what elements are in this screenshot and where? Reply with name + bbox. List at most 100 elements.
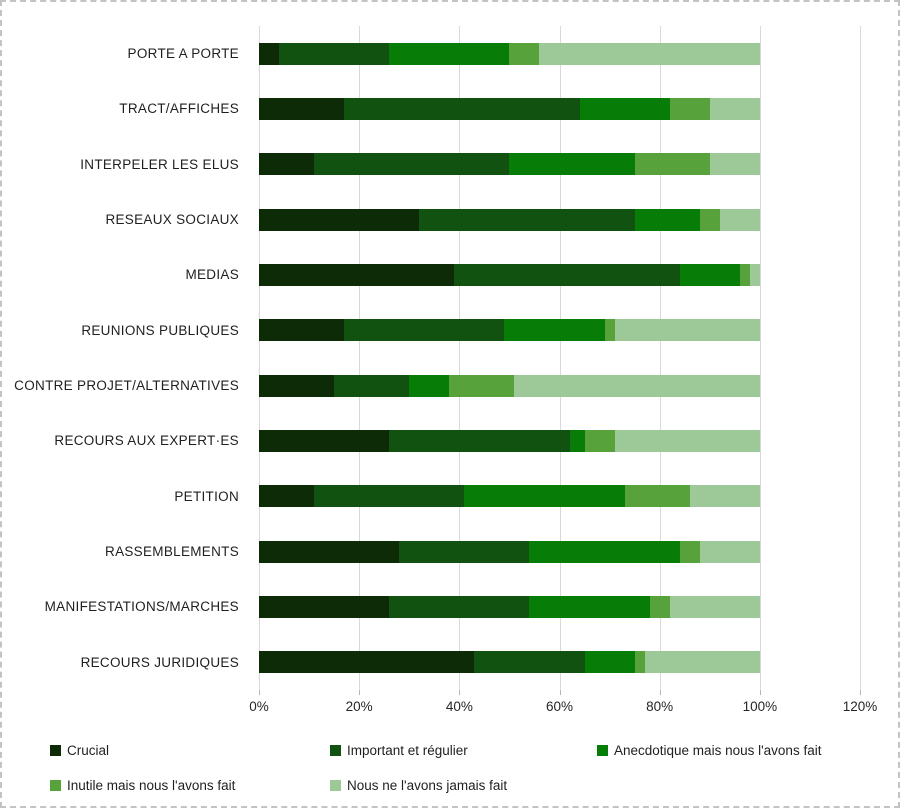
bar-segment [634, 651, 645, 674]
legend-swatch-icon [330, 780, 341, 791]
category-label: PORTE A PORTE [127, 46, 239, 62]
bar-segment [279, 42, 390, 65]
stacked-bar [259, 319, 860, 342]
bar-segment [259, 97, 345, 120]
bar-segment [569, 429, 585, 452]
bar-segment [259, 485, 315, 508]
gridline [459, 26, 461, 690]
category-label: MANIFESTATIONS/MARCHES [44, 599, 239, 615]
bar-segment [409, 374, 450, 397]
bar-segment [449, 374, 515, 397]
x-axis-tick-label: 120% [842, 699, 878, 714]
legend-item: Inutile mais nous l'avons fait [50, 778, 235, 793]
legend-label: Nous ne l'avons jamais fait [347, 778, 508, 793]
bar-row [259, 413, 860, 468]
bar-rows [259, 26, 860, 690]
category-axis: PORTE A PORTE TRACT/AFFICHES INTERPELER LE… [2, 26, 249, 690]
bar-segment [259, 540, 400, 563]
legend-item: Important et régulier [330, 743, 468, 758]
bar-segment [389, 595, 530, 618]
gridline [259, 26, 260, 690]
bar-segment [314, 153, 510, 176]
bar-segment [614, 319, 760, 342]
category-label: RECOURS AUX EXPERT·ES [54, 433, 239, 449]
bar-segment [419, 208, 635, 231]
bar-segment [529, 595, 650, 618]
legend-item: Nous ne l'avons jamais fait [330, 778, 507, 793]
gridline [659, 26, 661, 690]
bar-segment [539, 42, 760, 65]
legend-swatch-icon [50, 780, 61, 791]
legend-label: Important et régulier [347, 743, 468, 758]
legend-swatch-icon [330, 745, 341, 756]
x-axis-tick-label: 40% [445, 699, 473, 714]
bar-segment [389, 429, 570, 452]
bar-segment [584, 429, 615, 452]
bar-segment [644, 651, 760, 674]
stacked-bar [259, 540, 860, 563]
stacked-bar [259, 485, 860, 508]
x-axis-tick-label: 80% [646, 699, 674, 714]
stacked-bar [259, 97, 860, 120]
category-label: PETITION [174, 488, 239, 504]
bar-segment [259, 153, 315, 176]
stacked-bar [259, 263, 860, 286]
bar-segment [259, 319, 345, 342]
bar-row [259, 137, 860, 192]
bar-segment [719, 208, 760, 231]
bar-segment [399, 540, 530, 563]
bar-segment [679, 263, 740, 286]
bar-segment [749, 263, 760, 286]
stacked-bar [259, 429, 860, 452]
bar-segment [259, 374, 335, 397]
bar-segment [344, 319, 505, 342]
bar-row [259, 247, 860, 302]
bar-segment [509, 42, 540, 65]
bar-row [259, 469, 860, 524]
category-label: RESEAUX SOCIAUX [105, 212, 239, 228]
x-axis-tick-label: 0% [249, 699, 269, 714]
legend-swatch-icon [50, 745, 61, 756]
bar-row [259, 524, 860, 579]
bar-row [259, 635, 860, 690]
x-axis-tickmark [659, 690, 661, 695]
bar-segment [259, 595, 390, 618]
x-axis-tickmark [259, 690, 260, 695]
legend-swatch-icon [597, 745, 608, 756]
bar-segment [259, 651, 475, 674]
legend-label: Anecdotique mais nous l'avons fait [614, 743, 822, 758]
x-axis-tickmark [559, 690, 561, 695]
plot-area [259, 26, 861, 690]
category-label: INTERPELER LES ELUS [80, 156, 239, 172]
gridline [559, 26, 561, 690]
bar-segment [334, 374, 410, 397]
stacked-bar [259, 374, 860, 397]
bar-segment [474, 651, 585, 674]
bar-segment [314, 485, 465, 508]
bar-segment [259, 263, 455, 286]
bar-segment [614, 429, 760, 452]
bar-segment [504, 319, 605, 342]
bar-row [259, 192, 860, 247]
stacked-bar [259, 595, 860, 618]
category-label: TRACT/AFFICHES [119, 101, 239, 117]
x-axis-tickmark [459, 690, 461, 695]
bar-segment [634, 208, 700, 231]
category-label: RASSEMBLEMENTS [105, 544, 239, 560]
x-axis-tick-label: 100% [742, 699, 778, 714]
gridline [759, 26, 761, 690]
bar-row [259, 81, 860, 136]
stacked-bar [259, 651, 860, 674]
bar-segment [649, 595, 670, 618]
gridline [359, 26, 361, 690]
category-label: MEDIAS [185, 267, 239, 283]
bar-segment [509, 153, 635, 176]
stacked-bar [259, 42, 860, 65]
bar-segment [464, 485, 625, 508]
bar-segment [699, 208, 720, 231]
x-axis-tick-label: 60% [545, 699, 574, 714]
bar-segment [669, 595, 760, 618]
bar-segment [584, 651, 635, 674]
stacked-bar [259, 153, 860, 176]
